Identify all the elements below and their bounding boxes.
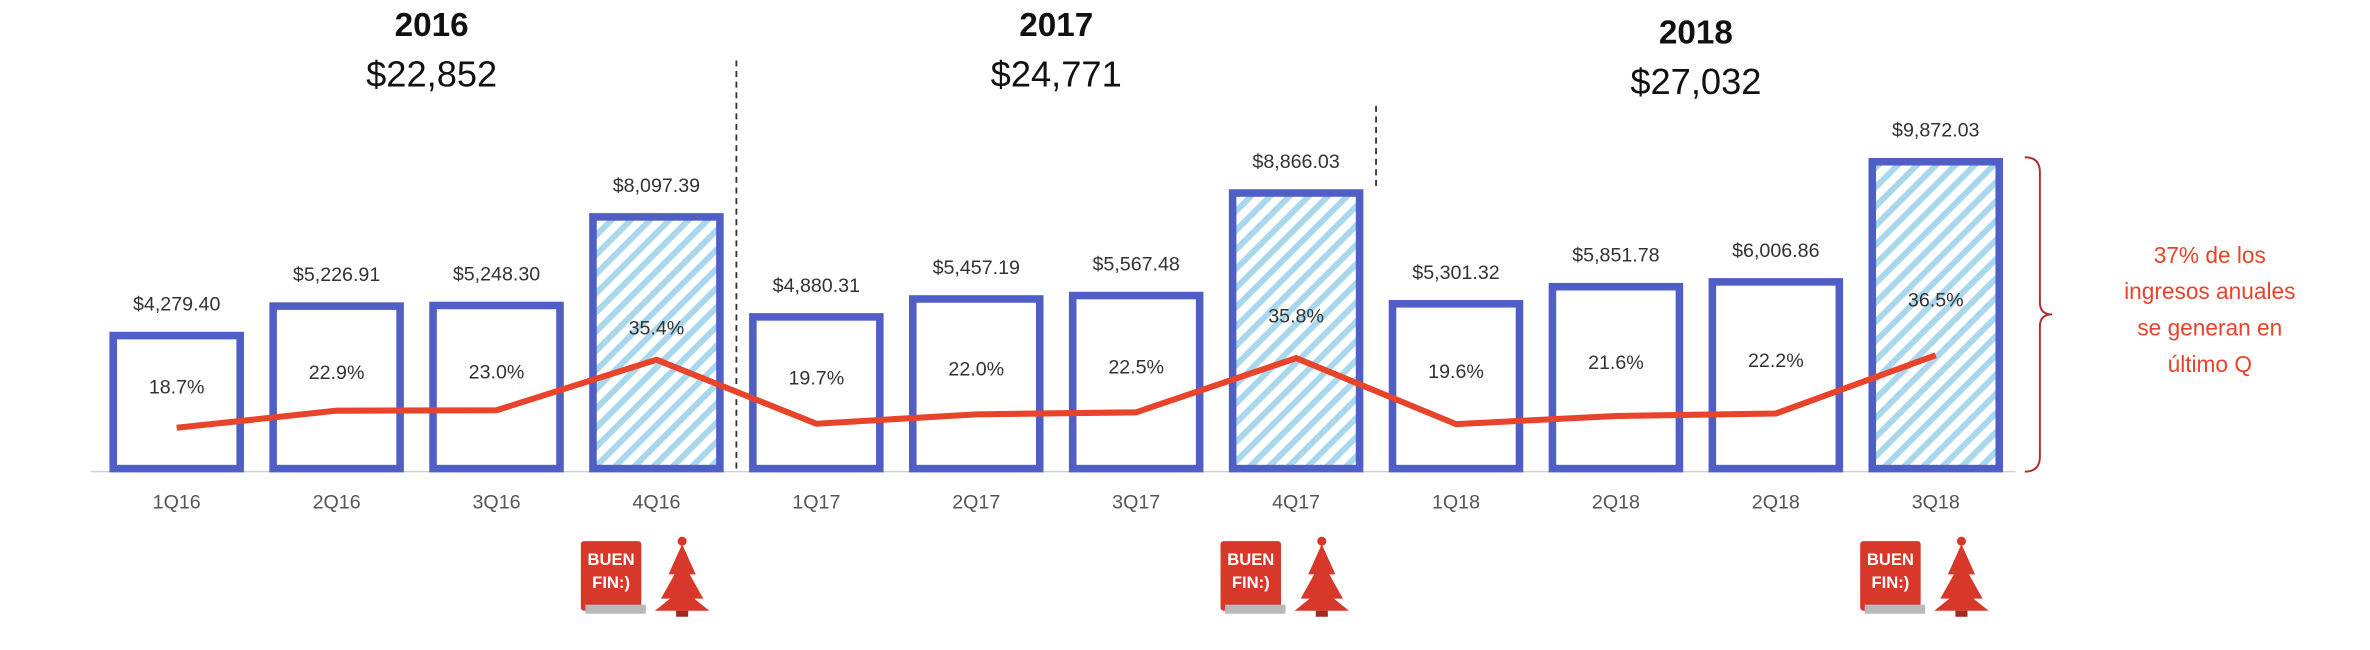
value-label: $5,226.91: [293, 264, 380, 286]
share-label: 22.5%: [1108, 357, 1164, 379]
value-label: $5,567.48: [1092, 254, 1179, 276]
tree-icon: [654, 544, 710, 611]
value-label: $4,279.40: [133, 294, 220, 316]
tree-star: [1956, 536, 1966, 546]
buen-fin-text: BUEN: [1867, 550, 1914, 569]
group-total: $22,852: [366, 54, 497, 95]
x-tick-label: 1Q17: [792, 492, 840, 514]
season-icons: BUEN FIN:): [1220, 536, 1349, 617]
value-label: $5,851.78: [1572, 245, 1659, 267]
buen-fin-shadow: [1225, 604, 1286, 614]
value-label: $5,457.19: [933, 257, 1020, 279]
share-label: 19.7%: [788, 367, 844, 389]
bar: [1388, 300, 1524, 473]
tree-icon: [1294, 544, 1349, 611]
bar: [429, 301, 564, 473]
brace: [2024, 156, 2053, 473]
share-label: 21.6%: [1588, 352, 1644, 374]
buen-fin-text: BUEN: [588, 550, 635, 569]
value-label: $8,866.03: [1252, 151, 1339, 173]
value-label: $5,248.30: [453, 263, 540, 285]
tree-trunk: [1315, 610, 1328, 617]
share-label: 22.2%: [1748, 350, 1804, 372]
buen-fin-text: FIN:): [592, 573, 630, 592]
annotation-line: 37% de los: [2154, 242, 2266, 268]
x-tick-label: 2Q18: [1752, 492, 1800, 514]
group-total: $27,032: [1630, 61, 1761, 102]
buen-fin-text: FIN:): [1232, 573, 1270, 592]
x-tick-label: 3Q17: [1112, 492, 1160, 514]
buen-fin-logo: [580, 541, 642, 611]
x-tick-label: 1Q18: [1432, 492, 1480, 514]
group-year: 2018: [1659, 15, 1733, 52]
buen-fin-text: BUEN: [1227, 550, 1274, 569]
group-year: 2017: [1019, 7, 1093, 44]
share-label: 35.4%: [629, 317, 685, 339]
value-label: $9,872.03: [1892, 120, 1979, 142]
tree-star: [677, 536, 687, 546]
buen-fin-logo: [1860, 541, 1921, 611]
share-line: [176, 352, 1937, 431]
season-icons: BUEN FIN:): [580, 536, 710, 617]
x-tick-label: 3Q16: [472, 492, 520, 514]
bar: [589, 213, 724, 473]
buen-fin-logo: [1220, 541, 1281, 611]
buen-fin-text: FIN:): [1871, 573, 1909, 592]
buen-fin-shadow: [1864, 604, 1926, 614]
share-label: 22.9%: [309, 362, 365, 384]
share-label: 18.7%: [149, 377, 205, 399]
value-label: $4,880.31: [773, 275, 860, 297]
tree-trunk: [676, 610, 689, 617]
share-label: 22.0%: [948, 358, 1004, 380]
group-total: $24,771: [991, 54, 1122, 95]
bar: [1548, 282, 1684, 473]
share-label: 19.6%: [1428, 361, 1484, 383]
share-label: 36.5%: [1908, 290, 1964, 312]
x-tick-label: 1Q16: [153, 492, 201, 514]
buen-fin-shadow: [585, 604, 646, 614]
bar: [1228, 189, 1364, 473]
annotation-line: último Q: [2168, 351, 2252, 377]
share-label: 35.8%: [1268, 305, 1324, 327]
tree-star: [1317, 536, 1327, 546]
bar: [909, 295, 1044, 473]
value-label: $6,006.86: [1732, 240, 1819, 262]
x-tick-label: 2Q18: [1592, 492, 1640, 514]
tree-trunk: [1955, 610, 1968, 617]
x-tick-label: 2Q17: [952, 492, 1000, 514]
annotation-line: ingresos anuales: [2124, 278, 2295, 304]
bar: [749, 313, 884, 473]
bar: [1068, 291, 1204, 473]
bar: [1868, 157, 2004, 473]
x-tick-label: 4Q16: [632, 492, 680, 514]
value-label: $5,301.32: [1412, 262, 1499, 284]
season-icons: BUEN FIN:): [1860, 536, 1989, 617]
share-label: 23.0%: [469, 362, 525, 384]
annotation-line: se generan en: [2137, 315, 2282, 341]
x-tick-label: 4Q17: [1272, 492, 1320, 514]
x-tick-label: 2Q16: [313, 492, 361, 514]
group-year: 2016: [395, 7, 469, 44]
value-label: $8,097.39: [613, 175, 700, 197]
bar: [109, 331, 244, 473]
tree-icon: [1934, 544, 1989, 611]
x-tick-label: 3Q18: [1912, 492, 1960, 514]
bar: [269, 302, 404, 473]
bar: [1708, 278, 1844, 473]
